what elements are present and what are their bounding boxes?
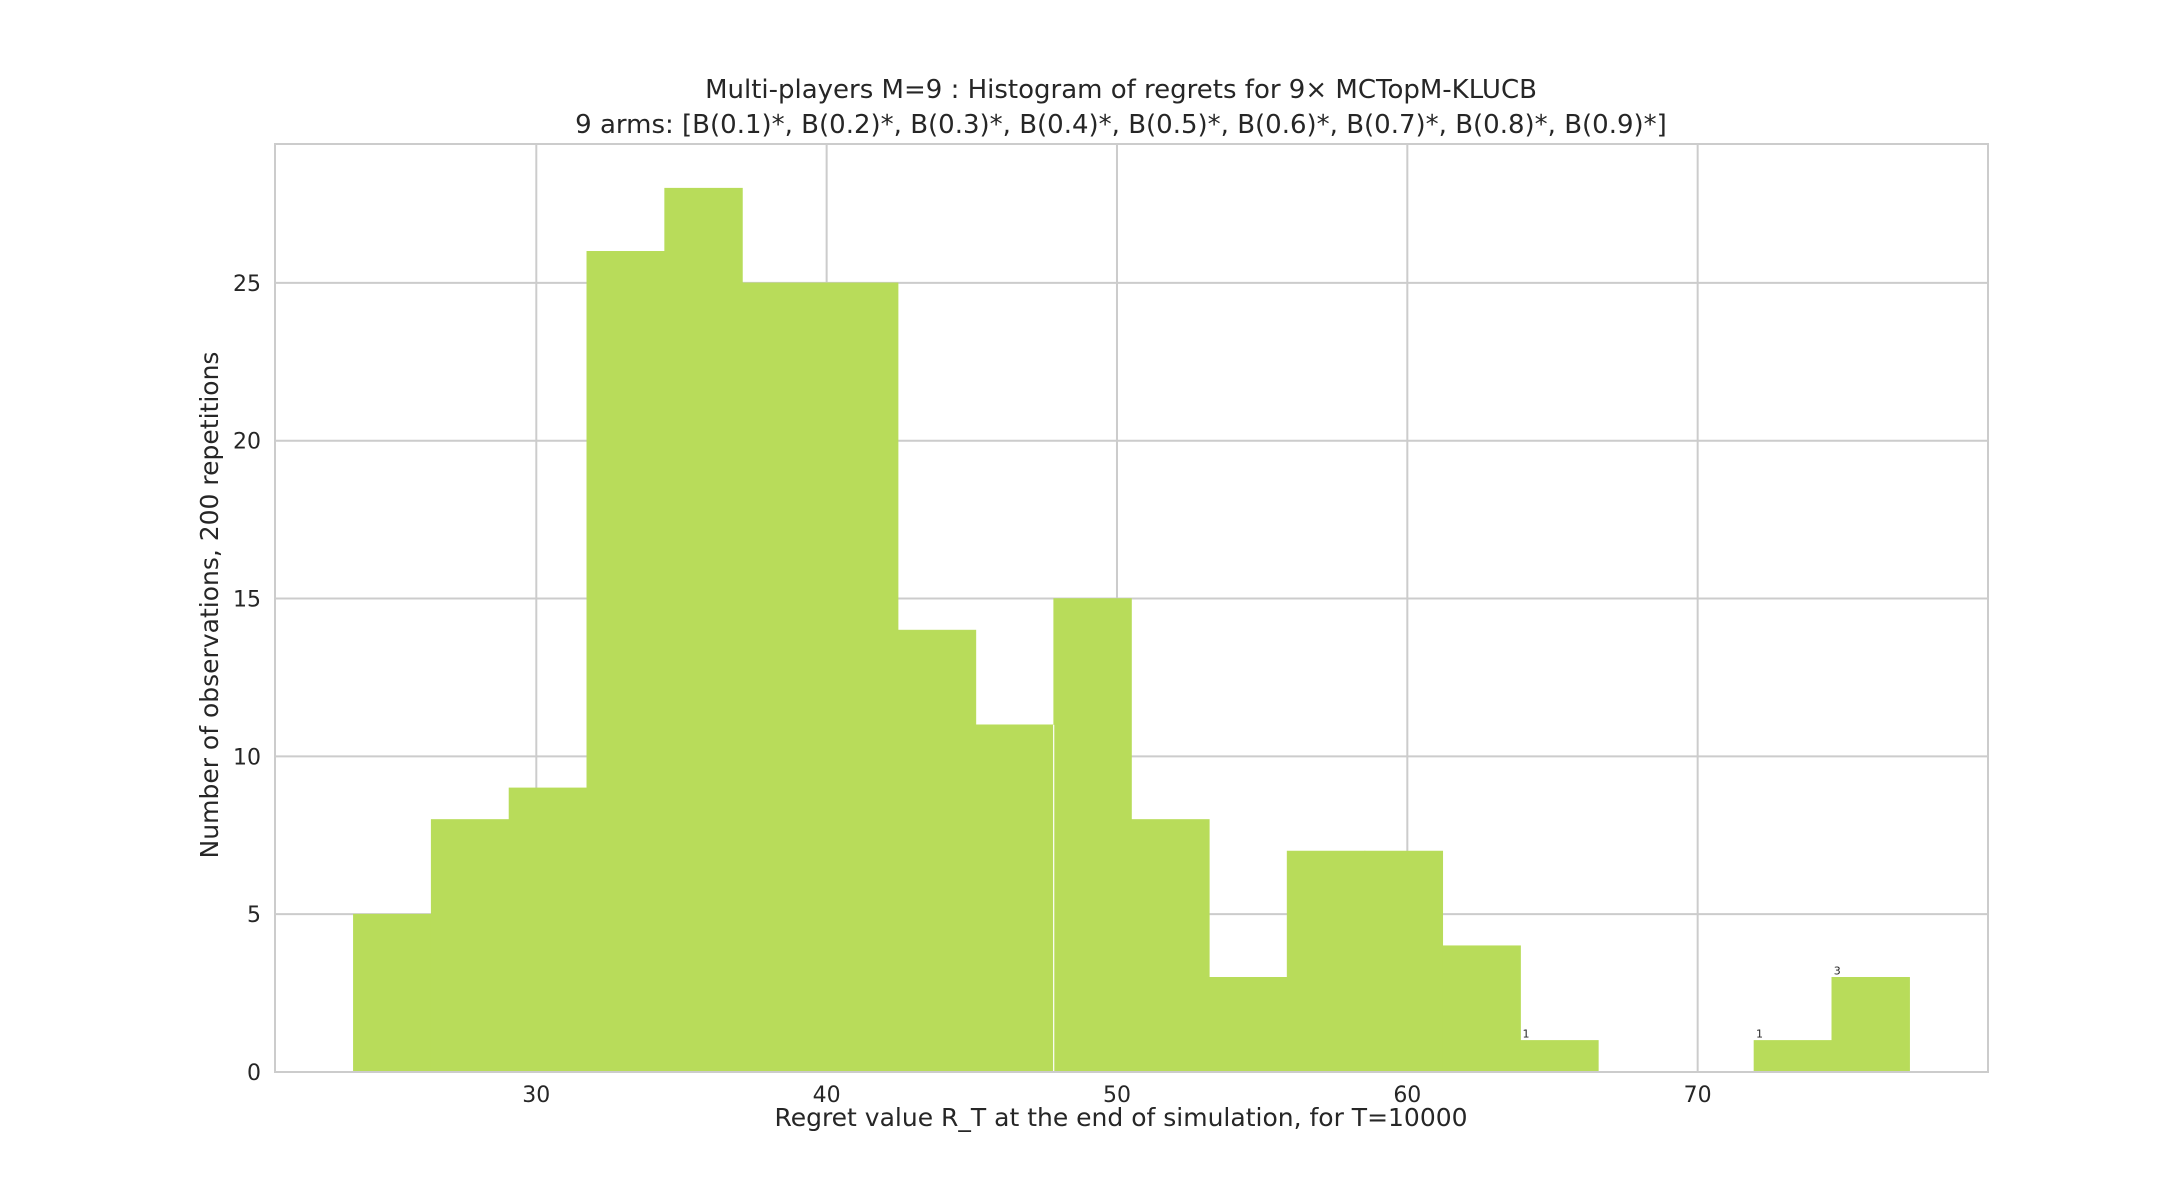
histogram-bar — [1053, 598, 1132, 1073]
histogram-bar — [1520, 1040, 1599, 1073]
y-tick-label: 15 — [233, 588, 261, 613]
histogram-bar — [1286, 850, 1366, 1073]
chart-subtitle: 9 arms: [B(0.1)*, B(0.2)*, B(0.3)*, B(0.… — [575, 110, 1667, 140]
plot-frame — [274, 143, 1989, 1073]
x-tick-label: 30 — [522, 1083, 550, 1108]
x-axis-label: Regret value R_T at the end of simulatio… — [774, 1103, 1467, 1132]
y-tick-label: 25 — [233, 272, 261, 297]
y-tick-labels: 0 5 10 15 20 25 — [233, 272, 261, 1086]
histogram-bar — [897, 629, 977, 1073]
bar-count-label: 3 — [1834, 964, 1841, 977]
histogram-bar — [586, 251, 665, 1073]
histogram-bar — [1131, 819, 1210, 1073]
chart-title: Multi-players M=9 : Histogram of regrets… — [705, 75, 1537, 105]
y-tick-label: 10 — [233, 745, 261, 770]
x-tick-label: 50 — [1103, 1083, 1131, 1108]
bar-annotations: 1 1 3 — [1523, 964, 1841, 1040]
histogram-bar — [664, 187, 743, 1073]
histogram-bar — [430, 819, 510, 1073]
histogram-bar — [1364, 850, 1444, 1073]
histogram-bar — [508, 787, 588, 1073]
histogram-bar — [1753, 1040, 1833, 1073]
y-tick-label: 0 — [247, 1061, 261, 1086]
histogram-bar — [1209, 977, 1288, 1073]
y-tick-label: 5 — [247, 903, 261, 928]
histogram-bar — [1831, 977, 1910, 1073]
histogram-bars — [353, 187, 1910, 1073]
histogram-bar — [1442, 945, 1521, 1073]
x-tick-label: 70 — [1684, 1083, 1712, 1108]
x-tick-labels: 30 40 50 60 70 — [522, 1083, 1711, 1108]
histogram-bar — [742, 282, 821, 1073]
histogram-bar — [819, 282, 899, 1073]
histogram-bar — [353, 913, 432, 1073]
bar-count-label: 1 — [1523, 1027, 1530, 1040]
bar-count-label: 1 — [1756, 1027, 1763, 1040]
y-axis-label: Number of observations, 200 repetitions — [195, 352, 224, 859]
histogram-bar — [975, 724, 1054, 1073]
y-tick-label: 20 — [233, 430, 261, 455]
x-tick-label: 40 — [813, 1083, 841, 1108]
x-tick-label: 60 — [1393, 1083, 1421, 1108]
